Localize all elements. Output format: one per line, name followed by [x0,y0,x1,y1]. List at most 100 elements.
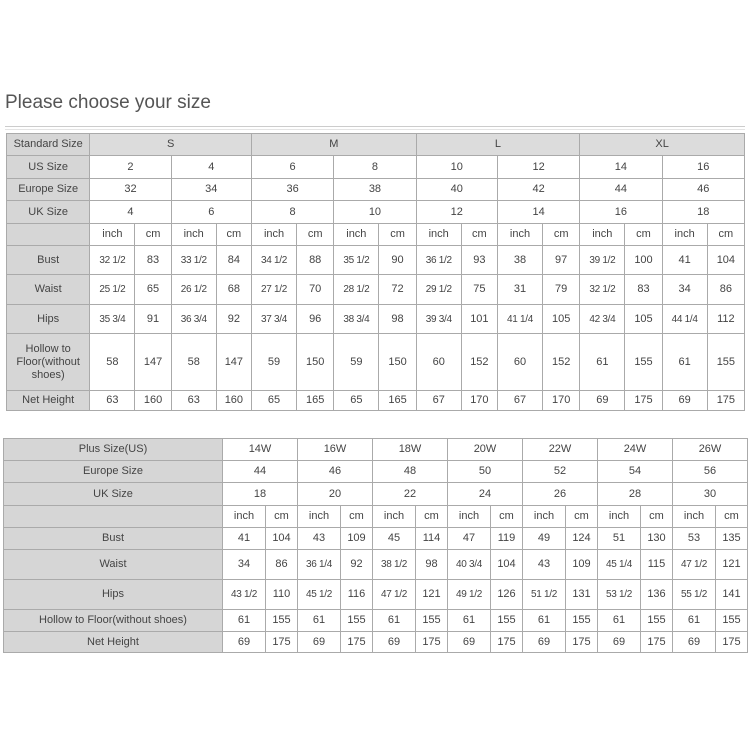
value-cm: 121 [415,579,448,610]
value-cm: 92 [215,304,252,334]
value-cm: 175 [565,631,598,653]
value-inch: 32 1/2 [579,274,626,305]
value-cm: 98 [415,549,448,580]
value-cm: 165 [296,390,335,411]
value-cm: 155 [640,609,673,632]
size-cell: 18 [661,200,746,224]
size-cell: 44 [222,460,298,483]
value-inch: 26 1/2 [170,274,217,305]
size-cell: 4 [89,200,172,224]
value-inch: 53 [672,527,716,550]
value-inch: 58 [89,333,136,391]
value-inch: 47 1/2 [372,579,416,610]
value-cm: 155 [565,609,598,632]
size-cell: 56 [672,460,748,483]
uk-size-row: UK Size 4 6 8 10 12 14 16 18 [5,200,746,224]
value-inch: 60 [496,333,544,391]
row-label: Europe Size [3,460,223,483]
value-cm: 155 [265,609,298,632]
value-cm: 124 [565,527,598,550]
size-cell: 22W [522,438,598,461]
row-label [3,505,223,528]
value-cm: 147 [215,333,252,391]
unit-inch: inch [170,223,217,246]
value-inch: 61 [672,609,716,632]
value-inch: 41 1/4 [496,304,544,334]
unit-inch: inch [672,505,716,528]
size-cell: 48 [372,460,448,483]
size-cell: 26W [672,438,748,461]
value-cm: 155 [624,333,663,391]
size-cell: 24W [597,438,673,461]
size-cell: 16 [661,155,746,179]
unit-cm: cm [415,505,448,528]
size-cell: 18 [222,482,298,506]
measurement-row: Hollow to Floor(without shoes) 58 147 58 147… [5,333,746,391]
value-inch: 35 3/4 [89,304,136,334]
value-inch: 61 [661,333,708,391]
size-cell: 44 [579,178,663,201]
value-inch: 59 [333,333,380,391]
row-label: Hollow to Floor(without shoes) [3,609,223,632]
value-inch: 61 [522,609,566,632]
value-inch: 49 [522,527,566,550]
value-cm: 86 [265,549,298,580]
value-cm: 155 [415,609,448,632]
value-inch: 69 [661,390,708,411]
measurement-row: Waist 34 86 36 1/4 92 38 1/2 98 40 3/4 104 43 109 4… [3,549,748,580]
value-cm: 68 [215,274,252,305]
measurement-row: Waist 25 1/2 65 26 1/2 68 27 1/2 70 28 1/2 72 29 … [5,274,746,305]
size-cell: 30 [672,482,748,506]
value-inch: 60 [415,333,462,391]
row-label: Standard Size [5,133,91,156]
size-cell: L [415,133,581,156]
value-inch: 51 [597,527,641,550]
value-inch: 34 1/2 [250,245,298,275]
row-label [5,223,91,246]
value-inch: 44 1/4 [661,304,708,334]
size-cell: 8 [333,155,417,179]
value-inch: 51 1/2 [522,579,566,610]
value-inch: 36 1/2 [415,245,462,275]
value-cm: 86 [706,274,746,305]
value-cm: 131 [565,579,598,610]
value-inch: 43 1/2 [222,579,266,610]
value-inch: 67 [496,390,544,411]
size-cell: 38 [333,178,417,201]
value-inch: 32 1/2 [89,245,136,275]
value-inch: 29 1/2 [415,274,462,305]
standard-size-row: Standard Size S M L XL [5,133,745,156]
unit-row: inch cm inch cm inch cm inch cm inch cm inch cm inch… [3,505,748,528]
value-cm: 152 [542,333,581,391]
size-cell: 24 [447,482,523,506]
row-label: Plus Size(US) [3,438,223,461]
value-inch: 67 [415,390,462,411]
value-inch: 37 3/4 [250,304,298,334]
value-inch: 40 3/4 [447,549,491,580]
unit-cm: cm [565,505,598,528]
value-inch: 59 [250,333,298,391]
value-inch: 69 [579,390,626,411]
plus-size-row: Plus Size(US) 14W 16W 18W 20W 22W 24W 26W [3,438,748,461]
size-cell: S [89,133,252,156]
value-inch: 45 1/4 [597,549,641,580]
size-cell: 34 [170,178,252,201]
size-cell: 8 [250,200,335,224]
value-cm: 141 [715,579,748,610]
size-cell: 10 [333,200,417,224]
size-cell: 46 [661,178,746,201]
value-cm: 147 [134,333,172,391]
value-cm: 84 [215,245,252,275]
size-cell: 14 [579,155,663,179]
value-cm: 114 [415,527,448,550]
row-label: Waist [5,274,91,305]
value-cm: 160 [134,390,172,411]
value-inch: 25 1/2 [89,274,136,305]
size-cell: 52 [522,460,598,483]
row-label: UK Size [3,482,223,506]
value-inch: 63 [89,390,136,411]
unit-cm: cm [340,505,373,528]
value-cm: 155 [706,333,746,391]
unit-cm: cm [624,223,663,246]
value-cm: 175 [715,631,748,653]
